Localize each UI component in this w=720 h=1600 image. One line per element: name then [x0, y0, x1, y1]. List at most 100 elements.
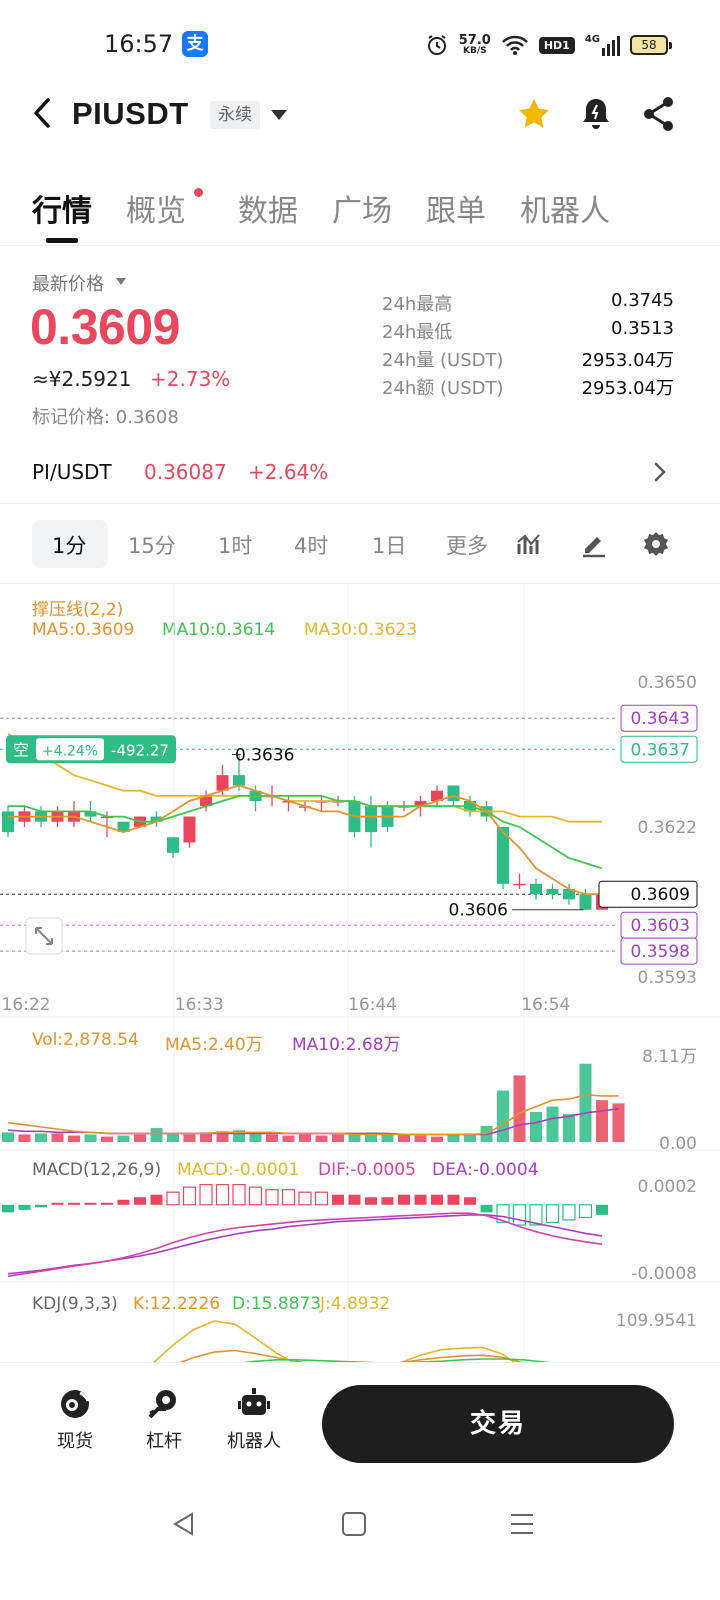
tab-square[interactable]: 广场 — [332, 194, 392, 229]
candle-body — [233, 775, 245, 786]
interval-1h[interactable]: 1时 — [218, 534, 253, 558]
candle-body — [513, 883, 526, 886]
volume-bar — [563, 1114, 575, 1142]
macd-hist-bar — [496, 1204, 510, 1224]
active-interval-bg — [32, 520, 108, 568]
dif-legend: DIF:-0.0005 — [318, 1160, 416, 1180]
active-tab-indicator — [46, 238, 78, 243]
contract-type-tag[interactable]: 永续 — [210, 101, 260, 129]
kline-chart[interactable]: 0.3650 0.3622 0.3593 16:22 16:33 16:44 16:54 0.… — [0, 584, 720, 1362]
indicator-icon[interactable] — [516, 530, 544, 558]
candle-body — [2, 811, 14, 833]
stat-label: 24h最低 — [382, 322, 453, 343]
tab-bots[interactable]: 机器人 — [520, 194, 610, 229]
stat-label: 24h量 (USDT) — [382, 350, 504, 371]
nav-home-icon[interactable] — [340, 1510, 368, 1538]
candle-body — [167, 837, 179, 853]
mark-price: 标记价格: 0.3608 — [32, 407, 179, 428]
volume-bar — [200, 1132, 212, 1142]
interval-bar: 1分 15分 1时 4时 1日 更多 — [0, 504, 720, 584]
y-tick-label: 0.3622 — [638, 818, 697, 838]
macd-hist-bar — [248, 1186, 263, 1206]
favorite-button[interactable] — [516, 96, 552, 136]
macd-hist-bar — [431, 1194, 443, 1205]
price-tag — [598, 880, 698, 908]
volume-bar — [365, 1132, 377, 1142]
macd-legend: MACD:-0.0001 — [177, 1160, 300, 1180]
chevron-down-icon[interactable] — [271, 110, 287, 120]
candle-body — [150, 816, 163, 822]
interval-4h[interactable]: 4时 — [294, 534, 329, 558]
volume-bar — [2, 1132, 14, 1142]
caret-down-icon[interactable] — [116, 278, 126, 285]
expand-arrows — [35, 927, 53, 945]
stat-label: 24h最高 — [382, 294, 453, 315]
vol-y-tick: 0.00 — [659, 1134, 697, 1154]
interval-15m[interactable]: 15分 — [128, 534, 176, 558]
y-tick-label: 0.3593 — [638, 968, 697, 988]
margin-button[interactable]: 杠杆 — [124, 1387, 204, 1453]
tab-overview[interactable]: 概览 — [126, 194, 186, 229]
chevron-right-icon — [654, 462, 666, 482]
volume-bar — [530, 1111, 542, 1142]
price-tag — [620, 735, 698, 763]
robot-icon — [238, 1388, 270, 1415]
tab-data[interactable]: 数据 — [238, 194, 298, 229]
macd-hist-bar — [84, 1202, 97, 1205]
latest-price-label[interactable]: 最新价格 — [32, 274, 104, 295]
macd-hist-bar — [51, 1202, 64, 1205]
spot-button[interactable]: 现货 — [35, 1387, 115, 1453]
settings-icon[interactable] — [642, 530, 670, 558]
price-tag-label: 0.3603 — [631, 916, 690, 936]
overlay-legend: 撑压线(2,2) — [32, 600, 124, 620]
draw-icon[interactable] — [580, 530, 608, 558]
macd-hist-bar — [182, 1186, 197, 1206]
alipay-icon: 支 — [182, 31, 208, 57]
volume-bar — [84, 1134, 97, 1142]
volume-bar — [579, 1063, 592, 1142]
symbol-title[interactable]: PIUSDT — [72, 96, 189, 131]
d-line — [242, 1358, 551, 1362]
tab-market[interactable]: 行情 — [32, 194, 92, 229]
x-tick-label: 16:44 — [348, 995, 397, 1015]
robot-button[interactable]: 机器人 — [214, 1387, 294, 1453]
spot-index-row[interactable]: PI/USDT 0.36087 +2.64% — [0, 444, 720, 504]
last-price: 0.3609 — [30, 299, 180, 355]
volume-bar — [464, 1133, 476, 1142]
stat-value: 2953.04万 — [581, 378, 674, 399]
interval-1d[interactable]: 1日 — [372, 534, 407, 558]
candle-body — [546, 889, 559, 895]
interval-more[interactable]: 更多 — [446, 534, 488, 558]
volume-bar — [150, 1128, 163, 1142]
back-icon — [34, 98, 50, 128]
main-tabs: 行情 概览 数据 广场 跟单 机器人 — [0, 180, 720, 246]
candle-body — [216, 775, 229, 791]
interval-1m[interactable]: 1分 — [52, 534, 87, 558]
macd-hist-bar — [398, 1194, 410, 1205]
volume-bar — [282, 1135, 295, 1142]
share-button[interactable] — [642, 96, 676, 136]
j-line — [153, 1320, 516, 1362]
price-alert-button[interactable] — [580, 96, 612, 136]
trade-button[interactable]: 交易 — [322, 1385, 674, 1463]
margin-icon — [148, 1390, 176, 1419]
macd-hist-bar — [101, 1202, 113, 1205]
macd-hist-bar — [117, 1199, 130, 1205]
k-legend: K:12.2226 — [133, 1294, 221, 1314]
macd-y-tick: 0.0002 — [638, 1177, 697, 1197]
back-button[interactable] — [28, 96, 62, 130]
net-speed: 57.0 KB/S — [458, 33, 491, 56]
macd-hist-bar — [265, 1189, 279, 1206]
nav-menu-icon[interactable] — [508, 1510, 536, 1538]
wifi-icon — [501, 35, 528, 55]
candle-body — [497, 826, 509, 884]
macd-hist-bar — [529, 1204, 543, 1226]
stat-label: 24h额 (USDT) — [382, 378, 504, 399]
nav-back-icon[interactable] — [170, 1510, 198, 1538]
macd-hist-bar — [68, 1202, 80, 1205]
volume-bar — [167, 1133, 179, 1142]
volume-bar — [513, 1075, 526, 1142]
tab-copy-trading[interactable]: 跟单 — [426, 194, 486, 229]
volume-bar — [117, 1135, 130, 1142]
change-percent: +2.73% — [150, 367, 231, 391]
